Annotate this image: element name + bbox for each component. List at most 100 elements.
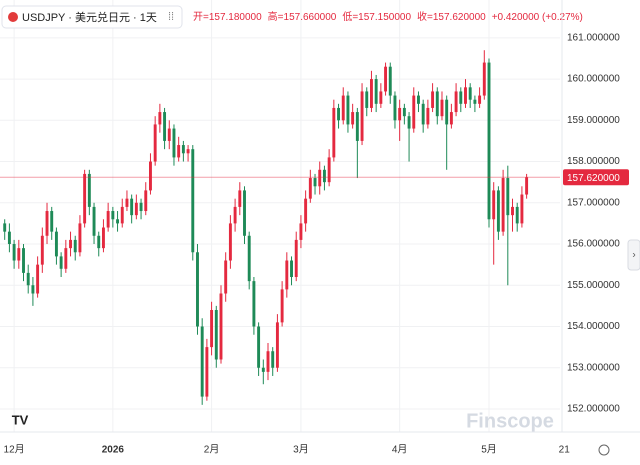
candle-body [473, 99, 477, 104]
flag-icon [8, 12, 18, 22]
candle-body [266, 351, 270, 372]
candle-body [449, 112, 453, 125]
y-tick-label: 155.000000 [567, 280, 620, 291]
candle-body [511, 206, 514, 216]
candle-body [36, 264, 40, 294]
candle-body [101, 227, 105, 249]
candle-body [54, 231, 58, 257]
candle-body [205, 347, 209, 397]
candle-body [525, 177, 529, 195]
candle-body [210, 310, 214, 348]
x-tick-label: 5月 [481, 444, 497, 456]
x-tick-label: 2月 [204, 444, 220, 456]
candle-body [261, 367, 265, 372]
scroll-arrow[interactable]: › [632, 250, 635, 261]
candle-body [337, 107, 340, 121]
candle-body [468, 87, 472, 100]
candle-body [3, 223, 7, 232]
candle-body [130, 198, 134, 216]
candle-body [280, 289, 284, 323]
candle-body [388, 66, 392, 96]
candle-body [369, 79, 373, 108]
candle-body [116, 219, 120, 224]
candle-body [7, 231, 11, 245]
candle-body [431, 91, 435, 108]
candle-body [83, 173, 87, 224]
candle-body [163, 112, 167, 141]
candle-body [50, 211, 54, 232]
candle-body [332, 107, 336, 158]
y-tick-label: 154.000000 [567, 321, 620, 332]
candle-body [313, 178, 317, 187]
candle-body [87, 173, 91, 207]
candle-body [365, 91, 369, 108]
candle-body [374, 79, 378, 104]
y-tick-label: 161.000000 [567, 32, 620, 43]
candle-body [275, 322, 279, 368]
candle-body [304, 198, 308, 224]
candle-body [172, 128, 176, 158]
settings-icon[interactable] [598, 444, 610, 456]
change: +0.420000 (+0.27%) [492, 12, 583, 23]
candle-body [228, 223, 232, 261]
candle-body [351, 112, 355, 125]
candle-body [271, 351, 275, 368]
y-tick-label: 157.000000 [567, 197, 620, 208]
ohlc-readout: 开=157.180000 高=157.660000 低=157.150000 收=15… [193, 10, 583, 23]
candle-body [111, 211, 115, 220]
candle-body [149, 161, 152, 191]
candle-body [191, 149, 195, 253]
watermark: Finscope [466, 410, 554, 432]
candle-body [506, 178, 510, 216]
candle-body [31, 285, 35, 294]
x-tick-label: 3月 [293, 444, 309, 456]
candle-body [482, 62, 486, 96]
candle-body [214, 310, 218, 360]
candle-body [73, 239, 77, 253]
menu-dots[interactable]: ⁞⁞ [168, 11, 174, 23]
candle-body [134, 202, 138, 216]
readout: 开=157.180000 高=157.660000 低=157.150000 收=15… [193, 10, 583, 23]
candle-body [346, 95, 350, 125]
candle-body [144, 190, 148, 212]
candle-body [64, 248, 68, 269]
readout-item: 收=157.620000 [417, 10, 486, 23]
y-tick-label: 158.000000 [567, 156, 620, 167]
readout-item: 低=157.150000 [342, 10, 411, 23]
y-tick-label: 156.000000 [567, 239, 620, 250]
symbol-box[interactable] [1, 5, 183, 29]
x-tick-label: 4月 [392, 444, 408, 456]
candle-body [78, 223, 82, 253]
candle-body [26, 272, 30, 286]
candle-body [426, 107, 430, 125]
last-price-box [563, 169, 629, 186]
candle-body [290, 260, 293, 278]
readout-item: 高=157.660000 [268, 10, 337, 23]
candle-body [125, 198, 129, 207]
candle-body [322, 169, 326, 183]
candle-body [200, 326, 204, 397]
candle-body [308, 178, 312, 199]
candle-body [219, 293, 223, 360]
candle-body [501, 178, 505, 232]
candle-body [294, 239, 298, 278]
candle-body [487, 62, 491, 220]
candle-body [12, 244, 16, 261]
candle-body [318, 169, 322, 187]
scroll-button[interactable] [627, 239, 640, 271]
candle-body [177, 145, 181, 158]
candle-body [459, 91, 463, 104]
candle-body [257, 326, 261, 368]
candle-body [454, 91, 458, 113]
candle-body [515, 206, 519, 224]
candle-body [247, 235, 251, 282]
candle-body [464, 87, 467, 104]
candle-body [285, 260, 289, 290]
candle-body [341, 95, 345, 121]
y-tick-label: 152.000000 [567, 404, 620, 415]
candle-body [238, 190, 242, 207]
last-price-label: 157.620000 [567, 173, 620, 184]
candle-body [360, 91, 364, 141]
candle-body [496, 190, 500, 232]
